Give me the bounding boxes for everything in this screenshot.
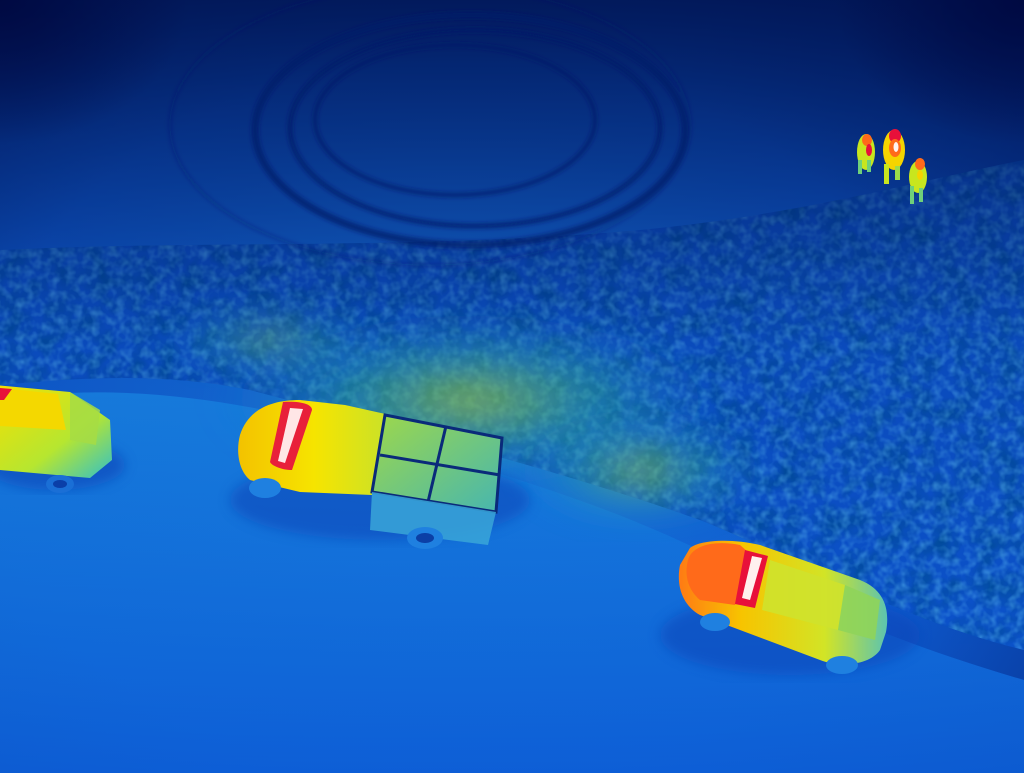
person-2 [883,129,905,184]
person-1 [857,134,875,174]
pickup-truck [230,400,530,549]
vehicle-left [0,385,125,493]
tire-tracks [168,0,692,267]
sedan-right [660,540,920,675]
person-3 [909,158,927,204]
